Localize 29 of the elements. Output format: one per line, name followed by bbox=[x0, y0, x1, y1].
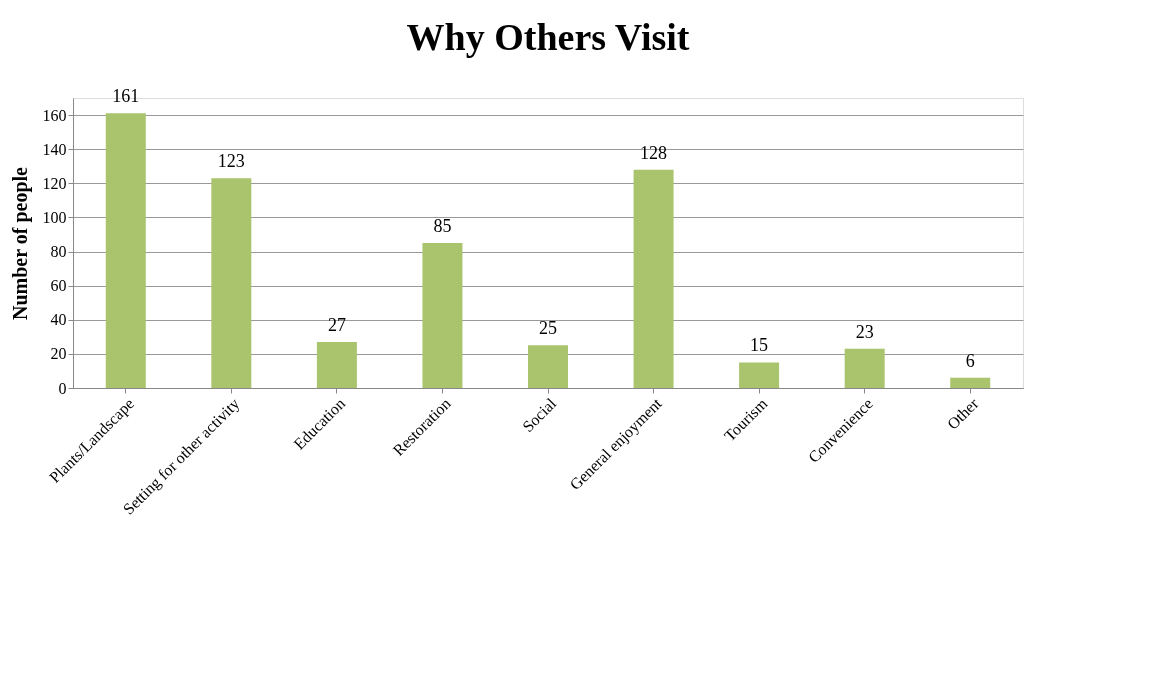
data-label: 161 bbox=[112, 86, 140, 107]
data-label: 27 bbox=[327, 314, 346, 335]
chart-title: Why Others Visit bbox=[406, 16, 690, 59]
data-label: 23 bbox=[855, 321, 874, 342]
y-tick-label: 140 bbox=[42, 140, 67, 158]
data-label: 25 bbox=[539, 318, 557, 339]
y-tick-label: 60 bbox=[50, 277, 67, 295]
bar bbox=[950, 377, 991, 388]
y-tick-label: 120 bbox=[42, 174, 67, 192]
data-label: 128 bbox=[640, 142, 668, 163]
data-label: 123 bbox=[217, 151, 245, 172]
data-label: 15 bbox=[750, 335, 769, 356]
data-label: 6 bbox=[965, 350, 975, 371]
y-tick-label: 20 bbox=[50, 345, 67, 363]
bar bbox=[105, 113, 146, 388]
y-tick-label: 0 bbox=[58, 379, 67, 397]
bar bbox=[422, 243, 463, 388]
bar bbox=[316, 341, 357, 388]
bar bbox=[633, 169, 674, 388]
y-tick-label: 100 bbox=[42, 208, 67, 226]
bar bbox=[739, 362, 780, 388]
bar bbox=[211, 178, 252, 388]
y-tick-label: 40 bbox=[50, 311, 67, 329]
bar bbox=[528, 345, 568, 388]
bar bbox=[844, 348, 885, 388]
y-axis-title: Number of people bbox=[8, 166, 32, 320]
y-tick-label: 80 bbox=[50, 243, 67, 261]
y-tick-label: 160 bbox=[42, 106, 67, 124]
data-label: 85 bbox=[433, 216, 452, 236]
